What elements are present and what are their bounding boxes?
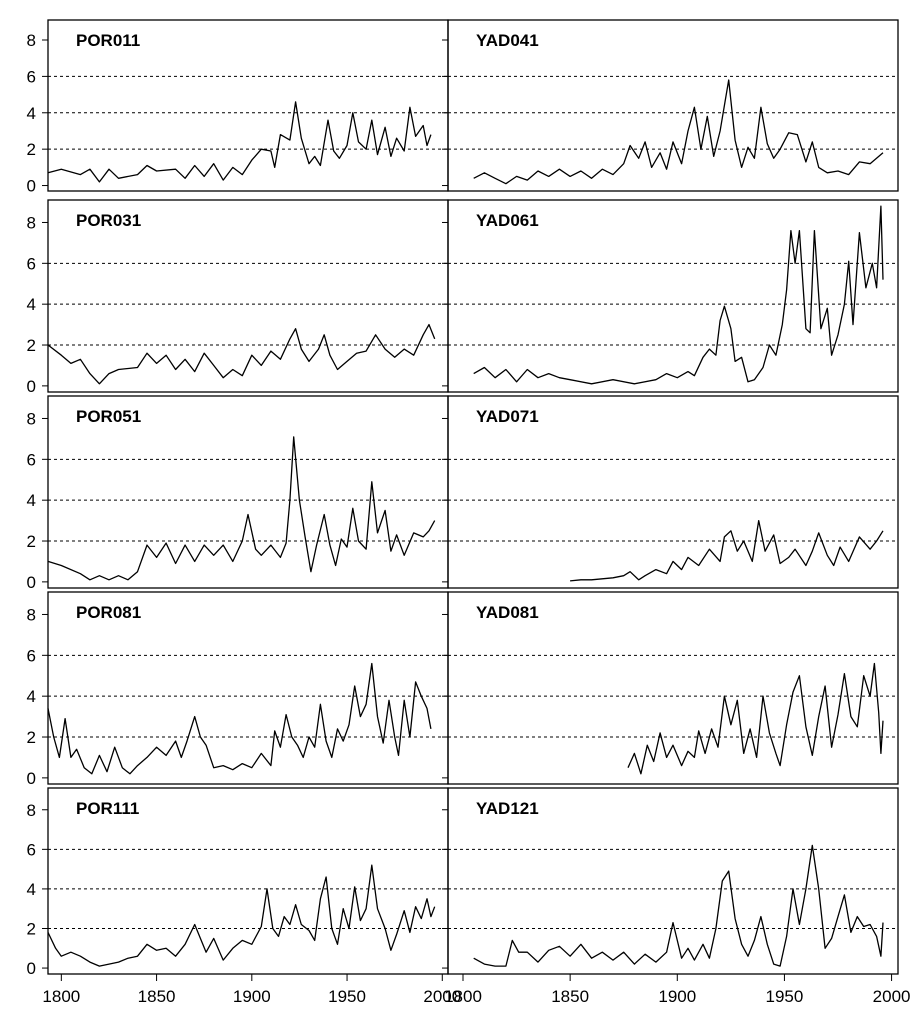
y-tick-label: 0 [27,377,36,396]
panel-border [447,199,899,393]
x-tick-label: 1800 [42,987,80,1006]
series-line-yad121 [473,844,884,967]
y-tick-label: 0 [27,573,36,592]
panel-por051: POR051 [47,395,449,589]
y-tick-label: 2 [27,728,36,747]
panel-border [447,787,899,975]
y-tick-label: 2 [27,919,36,938]
panel-yad121: YAD121 [447,787,899,975]
x-tick-label: 1850 [138,987,176,1006]
panel-yad041: YAD041 [447,19,899,192]
panel-label-yad071: YAD071 [476,407,539,426]
y-tick-label: 6 [27,450,36,469]
x-tick-label: 1900 [233,987,271,1006]
series-line-yad071 [570,519,884,582]
y-tick-label: 4 [27,687,36,706]
panel-por081: POR081 [47,591,449,785]
panel-por111: POR111 [47,787,449,975]
panel-label-por011: POR011 [76,31,140,50]
panel-label-por051: POR051 [76,407,141,426]
y-tick-label: 4 [27,295,36,314]
panel-por011: POR011 [47,19,449,192]
y-tick-label: 4 [27,880,36,899]
y-tick-label: 8 [27,605,36,624]
y-tick-label: 6 [27,646,36,665]
series-line-por081 [47,662,432,775]
panel-label-yad041: YAD041 [476,31,539,50]
series-line-yad081 [627,662,884,775]
y-tick-label: 2 [27,336,36,355]
panel-yad081: YAD081 [447,591,899,785]
y-tick-label: 4 [27,104,36,123]
series-line-por111 [47,864,436,967]
panel-border [447,591,899,785]
panel-border [447,395,899,589]
panel-label-yad121: YAD121 [476,799,539,818]
y-tick-label: 6 [27,254,36,273]
panel-yad071: YAD071 [447,395,899,589]
series-line-por031 [47,323,436,385]
y-tick-label: 6 [27,67,36,86]
y-tick-label: 8 [27,801,36,820]
series-line-por011 [47,101,432,183]
panel-label-yad081: YAD081 [476,603,539,622]
x-tick-label: 1950 [328,987,366,1006]
panel-label-yad061: YAD061 [476,211,539,230]
y-tick-label: 8 [27,409,36,428]
panel-border [447,19,899,192]
panel-yad061: YAD061 [447,199,899,393]
y-tick-label: 2 [27,140,36,159]
y-tick-label: 0 [27,769,36,788]
y-tick-label: 6 [27,840,36,859]
series-line-yad041 [473,79,884,185]
series-line-yad061 [473,205,884,385]
y-tick-label: 8 [27,213,36,232]
x-tick-label: 1950 [766,987,804,1006]
x-tick-label: 1800 [444,987,482,1006]
x-tick-label: 2000 [423,987,461,1006]
panel-label-por031: POR031 [76,211,141,230]
y-tick-label: 8 [27,31,36,50]
y-axis: 0 2 4 6 8 0 2 4 6 8 0 2 4 6 8 0 2 4 6 8 0 2 4 6 8 [27,31,48,978]
x-tick-label: 1850 [551,987,589,1006]
y-tick-label: 0 [27,177,36,196]
panel-por031: POR031 [47,199,449,393]
y-tick-label: 4 [27,491,36,510]
panels-group: POR011 YAD041 POR031 YAD061 POR051 YAD071 POR0… [47,19,899,975]
x-tick-label: 2000 [873,987,911,1006]
panel-label-por081: POR081 [76,603,141,622]
series-line-por051 [47,436,436,581]
y-tick-label: 2 [27,532,36,551]
y-tick-label: 0 [27,959,36,978]
x-tick-label: 1900 [658,987,696,1006]
panel-label-por111: POR111 [76,799,139,818]
